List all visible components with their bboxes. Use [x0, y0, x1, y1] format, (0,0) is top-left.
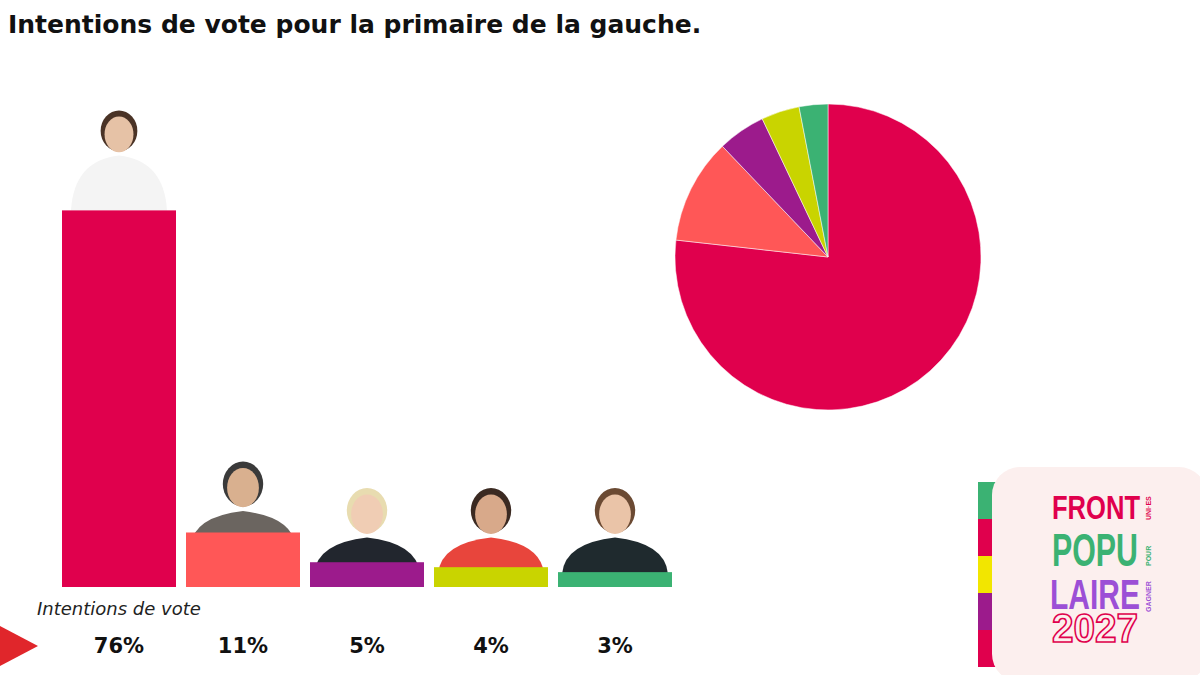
logo: FRONTPOPULAIRE2027UNI·ESPOURGAGNER [978, 467, 1200, 675]
bars [62, 210, 672, 587]
data-label: 76% [94, 634, 144, 658]
logo-card [992, 467, 1200, 675]
candidate-photo-hair [347, 488, 387, 533]
candidate-photo-face [227, 468, 259, 507]
data-label: 5% [349, 634, 385, 658]
bar [434, 567, 548, 587]
logo-text: FRONT [1052, 488, 1140, 526]
candidate-photo-body [71, 156, 167, 211]
pie-slice [799, 104, 828, 257]
data-label: 4% [473, 634, 509, 658]
pie [675, 104, 981, 410]
chart-title: Intentions de vote pour la primaire de l… [8, 10, 701, 39]
logo-small-text: POUR [1145, 546, 1152, 566]
pointer-triangle [0, 626, 38, 666]
candidate-photo-face [599, 495, 631, 534]
candidate-photo-hair [101, 111, 138, 152]
logo-small-text: GAGNER [1145, 581, 1152, 612]
chart-canvas: Intentions de vote pour la primaire de l… [0, 0, 1200, 675]
data-label: 11% [218, 634, 268, 658]
data-label: 3% [597, 634, 633, 658]
pie-slice [675, 104, 981, 410]
logo-small-text: UNI·ES [1145, 496, 1152, 520]
candidate-photo-hair [223, 462, 263, 507]
logo-text: POPU [1052, 524, 1138, 576]
bar [558, 572, 672, 587]
axis-label: Intentions de vote [37, 598, 201, 619]
bar [310, 562, 424, 587]
candidate-photo-hair [471, 488, 511, 533]
logo-text: 2027 [1052, 606, 1138, 650]
candidate-photo-face [105, 116, 134, 152]
candidate-photo-body [562, 538, 668, 573]
candidate-photo-hair [595, 488, 635, 533]
candidate-photo-face [351, 495, 383, 534]
bar [186, 532, 300, 587]
candidate-photo-face [475, 495, 507, 534]
bar [62, 210, 176, 587]
